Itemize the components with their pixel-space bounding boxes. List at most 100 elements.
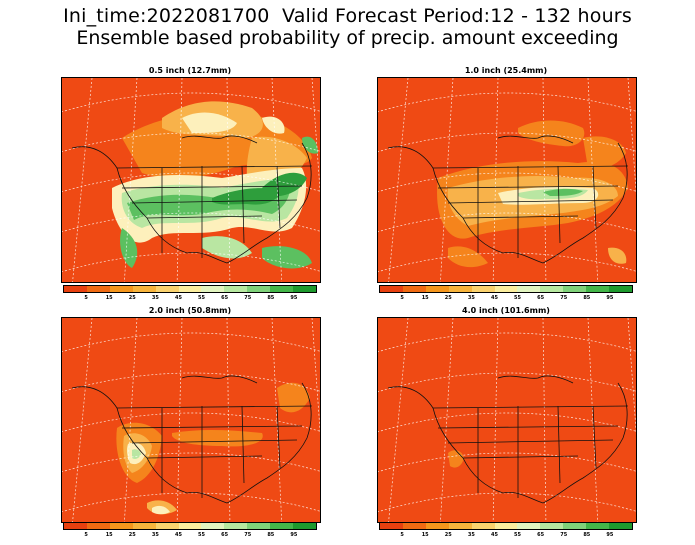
lat-lon-grid — [62, 318, 320, 522]
colorbar-tick-label: 75 — [560, 532, 568, 538]
panel-3-title: 2.0 inch (50.8mm) — [148, 306, 232, 315]
colorbar-swatch — [247, 286, 271, 292]
colorbar-tick-label: 65 — [221, 295, 229, 301]
colorbar-ticks: 5 15 25 35 45 55 65 75 85 95 — [63, 295, 317, 305]
colorbar-swatch — [540, 523, 564, 529]
colorbar-swatch — [155, 523, 179, 529]
colorbar-swatch — [586, 286, 610, 292]
colorbar-tick-label: 75 — [244, 532, 252, 538]
colorbar-swatch — [201, 523, 225, 529]
colorbar-swatch — [494, 286, 518, 292]
colorbar-tick-label: 95 — [606, 295, 614, 301]
colorbar-swatch — [155, 286, 179, 292]
colorbar-panel-2: 5 15 25 35 45 55 65 75 85 95 — [379, 285, 633, 305]
colorbar-swatch — [563, 523, 587, 529]
colorbar-swatch — [109, 523, 133, 529]
colorbar-swatch — [586, 523, 610, 529]
colorbar-tick-label: 85 — [267, 532, 275, 538]
colorbar-tick-label: 55 — [514, 532, 522, 538]
lat-lon-grid — [378, 78, 636, 282]
colorbar-tick-label: 65 — [221, 532, 229, 538]
colorbar-tick-label: 15 — [421, 295, 429, 301]
colorbar-tick-label: 95 — [290, 532, 298, 538]
colorbar-swatch — [425, 286, 449, 292]
map-outlines — [387, 135, 629, 264]
colorbar-tick-label: 95 — [290, 295, 298, 301]
colorbar-tick-label: 35 — [467, 532, 475, 538]
colorbar-ticks: 5 15 25 35 45 55 65 75 85 95 — [379, 295, 633, 305]
colorbar-ticks: 5 15 25 35 45 55 65 75 85 95 — [379, 532, 633, 542]
colorbar-tick-label: 15 — [105, 295, 113, 301]
colorbar-tick-label: 65 — [537, 532, 545, 538]
colorbar-swatch — [178, 286, 202, 292]
colorbar-tick-label: 85 — [583, 295, 591, 301]
colorbar-swatch — [132, 286, 156, 292]
colorbar-swatch — [448, 523, 472, 529]
colorbar-swatch — [448, 286, 472, 292]
colorbar-swatch — [380, 286, 403, 292]
panel-3-map — [61, 317, 321, 523]
colorbar-swatch — [494, 523, 518, 529]
colorbar-tick-label: 55 — [514, 295, 522, 301]
colorbar-swatch — [224, 523, 248, 529]
colorbar-swatch — [293, 286, 316, 292]
colorbar-swatches — [379, 522, 633, 530]
colorbar-tick-label: 5 — [84, 295, 88, 301]
colorbar-tick-label: 55 — [198, 532, 206, 538]
colorbar-tick-label: 45 — [174, 532, 182, 538]
colorbar-tick-label: 25 — [444, 532, 452, 538]
colorbar-tick-label: 75 — [244, 295, 252, 301]
colorbar-tick-label: 35 — [467, 295, 475, 301]
colorbar-swatch — [86, 523, 110, 529]
panel-1-map — [61, 77, 321, 283]
map-outlines — [387, 375, 629, 504]
panel-4-map — [377, 317, 637, 523]
colorbar-swatch — [270, 523, 294, 529]
colorbar-swatch — [402, 523, 426, 529]
panel-2-title: 1.0 inch (25.4mm) — [464, 66, 548, 75]
colorbar-tick-label: 25 — [128, 532, 136, 538]
panel-4-title: 4.0 inch (101.6mm) — [462, 306, 550, 315]
colorbar-swatch — [178, 523, 202, 529]
colorbar-tick-label: 25 — [128, 295, 136, 301]
probability-shading — [116, 382, 310, 515]
colorbar-tick-label: 45 — [174, 295, 182, 301]
figure-title-line-2: Ensemble based probability of precip. am… — [76, 27, 619, 49]
colorbar-swatches — [63, 285, 317, 293]
colorbar-swatches — [379, 285, 633, 293]
colorbar-tick-label: 45 — [490, 532, 498, 538]
panel-1-title: 0.5 inch (12.7mm) — [148, 66, 232, 75]
colorbar-tick-label: 65 — [537, 295, 545, 301]
colorbar-swatch — [270, 286, 294, 292]
colorbar-swatch — [293, 523, 316, 529]
colorbar-tick-label: 55 — [198, 295, 206, 301]
colorbar-swatch — [563, 286, 587, 292]
colorbar-tick-label: 85 — [583, 532, 591, 538]
colorbar-tick-label: 25 — [444, 295, 452, 301]
figure-title-line-1: Ini_time:2022081700 Valid Forecast Perio… — [63, 5, 632, 27]
colorbar-tick-label: 5 — [400, 295, 404, 301]
colorbar-swatch — [64, 286, 87, 292]
colorbar-tick-label: 35 — [151, 532, 159, 538]
colorbar-swatch — [380, 523, 403, 529]
colorbar-swatch — [471, 286, 495, 292]
map-outlines — [71, 135, 313, 264]
colorbar-panel-4: 5 15 25 35 45 55 65 75 85 95 — [379, 522, 633, 542]
colorbar-tick-label: 35 — [151, 295, 159, 301]
colorbar-swatch — [609, 523, 632, 529]
colorbar-swatch — [425, 523, 449, 529]
colorbar-tick-label: 95 — [606, 532, 614, 538]
colorbar-panel-3: 5 15 25 35 45 55 65 75 85 95 — [63, 522, 317, 542]
colorbar-swatch — [517, 523, 541, 529]
colorbar-swatch — [201, 286, 225, 292]
colorbar-swatch — [109, 286, 133, 292]
colorbar-tick-label: 15 — [105, 532, 113, 538]
colorbar-swatch — [132, 523, 156, 529]
colorbar-tick-label: 75 — [560, 295, 568, 301]
colorbar-tick-label: 5 — [400, 532, 404, 538]
colorbar-tick-label: 45 — [490, 295, 498, 301]
colorbar-swatches — [63, 522, 317, 530]
colorbar-tick-label: 85 — [267, 295, 275, 301]
panel-2-map — [377, 77, 637, 283]
colorbar-swatch — [247, 523, 271, 529]
